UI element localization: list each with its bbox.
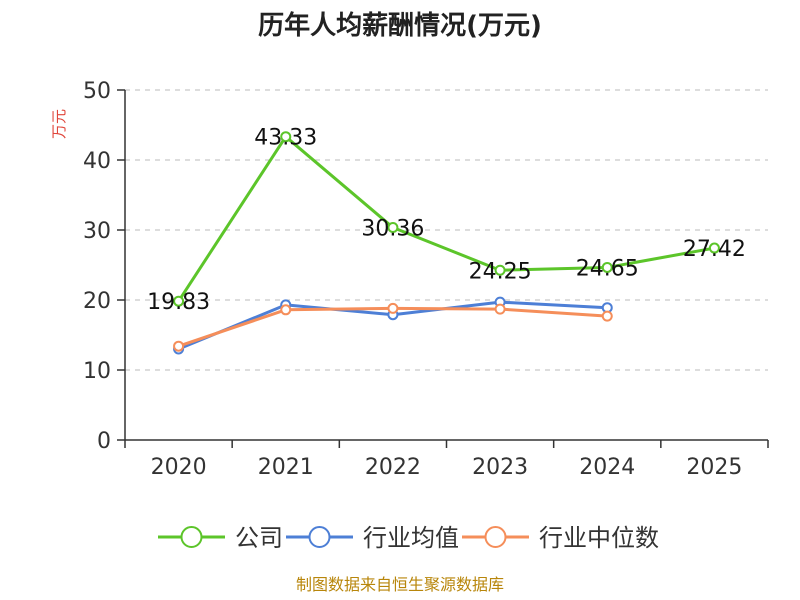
y-tick-label: 40 [83,149,111,174]
legend[interactable]: 公司 行业均值 行业中位数 [158,524,659,552]
data-label: 19.83 [147,290,210,315]
y-axis-label: 万元 [50,109,68,139]
data-point[interactable] [494,264,506,276]
y-tick-label: 0 [97,429,111,454]
legend-marker [308,526,331,548]
data-point[interactable] [601,261,613,273]
data-point[interactable] [280,304,292,316]
data-label: 27.42 [683,237,746,262]
data-point[interactable] [173,295,185,307]
y-tick-label: 20 [83,289,111,314]
data-point[interactable] [601,310,613,322]
source-note: 制图数据来自恒生聚源数据库 [296,575,504,594]
data-labels: 19.83 43.33 30.36 24.25 24.65 27.42 [147,126,746,316]
x-tick-label: 2020 [151,455,207,480]
data-point[interactable] [494,303,506,315]
data-label: 24.65 [576,256,639,281]
legend-item-1[interactable]: 行业均值 [286,524,459,552]
series-line-0 [177,135,715,303]
x-tick-label: 2022 [365,455,421,480]
grid [125,89,768,371]
data-point[interactable] [280,131,292,143]
data-label: 43.33 [254,126,317,151]
data-point[interactable] [387,302,399,314]
chart-title: 历年人均薪酬情况(万元) [258,10,542,41]
data-label: 30.36 [361,216,424,241]
legend-marker [180,526,203,548]
axes: 0 10 20 30 40 50 2020 2021 2022 2023 2024 2025 [83,79,769,480]
x-tick-label: 2023 [472,455,528,480]
x-tick-label: 2025 [686,455,742,480]
y-tick-label: 30 [83,219,111,244]
data-point[interactable] [173,340,185,352]
series-group [173,131,720,355]
legend-marker [484,526,507,548]
data-label: 24.25 [469,259,532,284]
legend-label: 公司 [235,524,283,552]
x-tick-label: 2024 [579,455,635,480]
y-tick-label: 50 [83,79,111,104]
legend-label: 行业中位数 [539,524,659,552]
legend-item-2[interactable]: 行业中位数 [462,524,659,552]
y-tick-label: 10 [83,359,111,384]
legend-label: 行业均值 [363,524,459,552]
data-point[interactable] [708,242,720,254]
x-tick-label: 2021 [258,455,314,480]
data-point[interactable] [387,221,399,233]
legend-item-0[interactable]: 公司 [158,524,283,552]
